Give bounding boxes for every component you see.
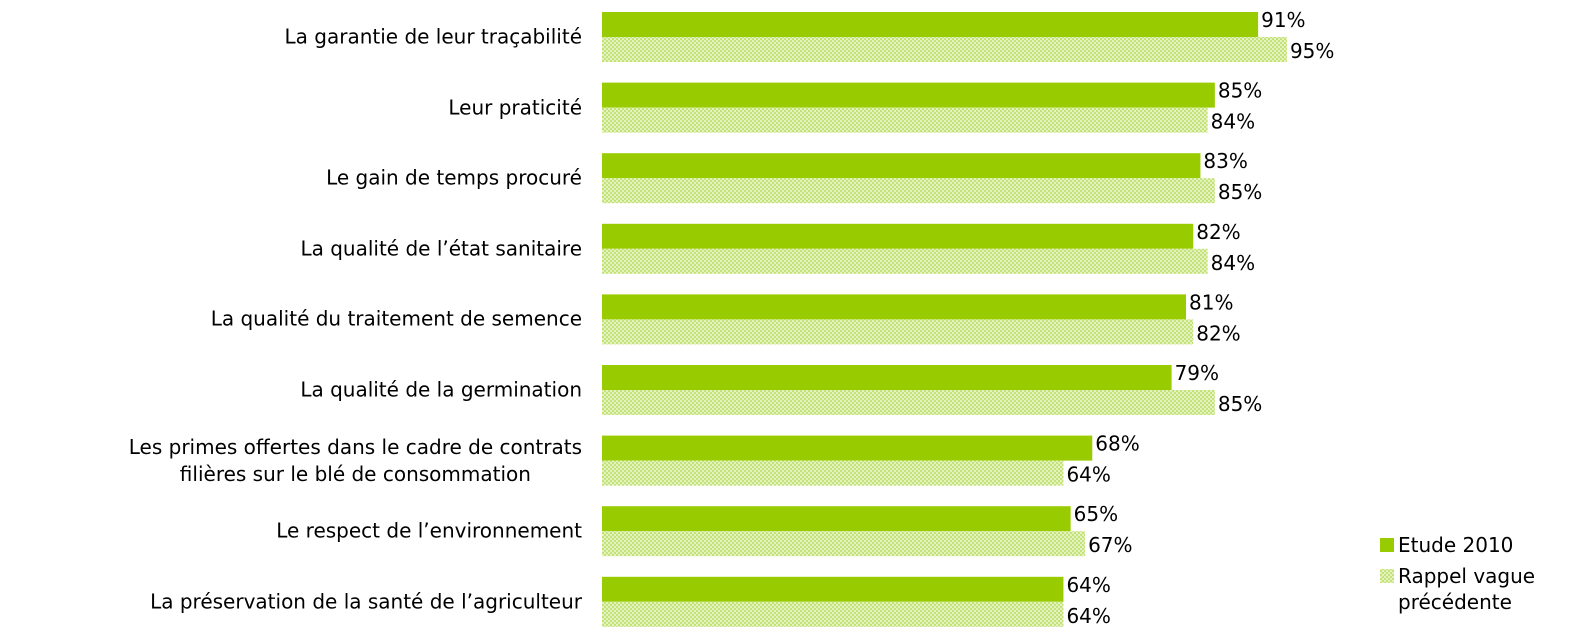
- value-label: 65%: [1074, 502, 1118, 526]
- value-label: 79%: [1175, 361, 1219, 385]
- legend-label: Rappel vague précédente: [1398, 564, 1536, 614]
- value-label: 81%: [1189, 290, 1233, 314]
- value-label: 64%: [1066, 463, 1110, 487]
- bar: [602, 37, 1287, 62]
- bar: [602, 531, 1086, 557]
- category-label: La qualité de l’état sanitaire: [300, 236, 582, 261]
- category-label: La garantie de leur traçabilité: [284, 24, 582, 49]
- value-label: 68%: [1095, 432, 1139, 456]
- value-label: 84%: [1211, 251, 1255, 275]
- bar: [602, 365, 1172, 390]
- value-label: 82%: [1196, 220, 1240, 244]
- bar: [602, 107, 1208, 133]
- category-label: La préservation de la santé de l’agricul…: [150, 589, 582, 614]
- value-label: 91%: [1261, 8, 1305, 32]
- bar: [602, 294, 1187, 320]
- bar: [602, 153, 1201, 179]
- category-label: Leur praticité: [448, 95, 582, 120]
- value-label: 95%: [1290, 39, 1334, 63]
- value-label: 85%: [1218, 79, 1262, 103]
- legend-swatch: [1380, 538, 1394, 552]
- category-label: La qualité de la germination: [300, 377, 582, 402]
- bar: [602, 460, 1064, 486]
- bar: [602, 178, 1215, 204]
- value-label: 85%: [1218, 180, 1262, 204]
- bar: [602, 576, 1064, 602]
- bar: [602, 12, 1259, 37]
- bar: [602, 223, 1194, 249]
- value-label: 84%: [1211, 110, 1255, 134]
- bar: [602, 601, 1064, 627]
- value-label: 82%: [1196, 321, 1240, 345]
- category-label: La qualité du traitement de semence: [210, 306, 582, 331]
- value-label: 85%: [1218, 392, 1262, 416]
- value-label: 64%: [1066, 573, 1110, 597]
- bar: [602, 435, 1093, 461]
- legend-swatch: [1380, 569, 1394, 583]
- category-label: Le gain de temps procuré: [326, 165, 582, 190]
- category-label: Les primes offertes dans le cadre de con…: [128, 434, 582, 486]
- value-label: 67%: [1088, 533, 1132, 557]
- bar: [602, 248, 1208, 274]
- value-label: 64%: [1066, 604, 1110, 627]
- bar: [602, 390, 1215, 415]
- value-label: 83%: [1203, 149, 1247, 173]
- category-label: Le respect de l’environnement: [276, 518, 582, 543]
- bar: [602, 319, 1194, 345]
- bar: [602, 82, 1215, 108]
- legend-label: Etude 2010: [1398, 533, 1514, 557]
- bar: [602, 506, 1071, 532]
